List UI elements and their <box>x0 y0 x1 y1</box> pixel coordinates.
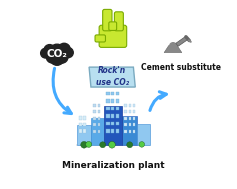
Bar <box>133 104 136 107</box>
Bar <box>124 130 127 133</box>
Bar <box>116 99 119 103</box>
Polygon shape <box>164 46 182 53</box>
Text: Cement substitute: Cement substitute <box>141 63 221 72</box>
Bar <box>116 92 119 95</box>
Bar <box>98 104 100 107</box>
Bar <box>116 122 119 125</box>
FancyBboxPatch shape <box>114 12 123 31</box>
Circle shape <box>169 42 177 50</box>
Circle shape <box>44 45 55 56</box>
Bar <box>93 117 96 120</box>
Bar <box>133 110 136 113</box>
Bar <box>106 114 109 118</box>
Bar <box>129 130 131 133</box>
Bar <box>106 122 109 125</box>
Bar <box>83 129 86 133</box>
Bar <box>122 116 137 145</box>
Bar <box>98 130 100 133</box>
Bar <box>124 117 127 120</box>
Bar <box>98 123 100 126</box>
Polygon shape <box>89 67 135 87</box>
Bar <box>93 104 96 107</box>
Circle shape <box>127 142 133 148</box>
Bar <box>111 114 114 118</box>
Bar <box>111 99 114 103</box>
Bar <box>137 124 150 145</box>
Circle shape <box>63 48 73 58</box>
Circle shape <box>58 43 70 56</box>
Bar <box>116 114 119 118</box>
Circle shape <box>139 142 145 147</box>
Bar <box>129 117 131 120</box>
Bar <box>83 116 86 120</box>
FancyBboxPatch shape <box>109 22 117 30</box>
Bar <box>111 129 114 133</box>
Bar <box>111 122 114 125</box>
Bar <box>111 92 114 95</box>
Bar <box>76 144 150 146</box>
Bar <box>91 118 104 145</box>
FancyBboxPatch shape <box>95 35 105 42</box>
Bar <box>124 104 127 107</box>
Bar <box>79 129 82 133</box>
Bar <box>98 110 100 113</box>
Bar <box>79 116 82 120</box>
Text: CO₂: CO₂ <box>47 49 68 59</box>
Bar <box>93 110 96 113</box>
Polygon shape <box>176 36 188 46</box>
FancyBboxPatch shape <box>99 25 127 47</box>
Text: Mineralization plant: Mineralization plant <box>62 161 164 170</box>
Circle shape <box>50 51 64 65</box>
FancyBboxPatch shape <box>103 9 112 31</box>
Bar <box>124 123 127 126</box>
Bar <box>129 104 131 107</box>
Bar <box>111 107 114 110</box>
Circle shape <box>109 141 115 148</box>
Bar <box>106 92 109 95</box>
Text: Rock'n
use CO₂: Rock'n use CO₂ <box>96 66 129 87</box>
Bar <box>116 129 119 133</box>
Bar <box>79 123 82 126</box>
Bar <box>106 107 109 110</box>
Circle shape <box>55 50 68 63</box>
Circle shape <box>46 51 59 63</box>
Bar <box>124 110 127 113</box>
Bar <box>133 130 136 133</box>
Bar <box>77 125 91 145</box>
Bar <box>129 110 131 113</box>
Bar <box>106 99 109 103</box>
Circle shape <box>41 48 50 58</box>
Bar <box>83 123 86 126</box>
Circle shape <box>100 142 106 148</box>
Bar <box>104 106 122 145</box>
Bar <box>129 123 131 126</box>
Bar <box>133 123 136 126</box>
Circle shape <box>49 44 65 61</box>
Circle shape <box>86 141 92 147</box>
Bar <box>106 129 109 133</box>
Circle shape <box>81 141 87 148</box>
Bar <box>93 123 96 126</box>
Bar <box>98 117 100 120</box>
Bar <box>133 117 136 120</box>
Bar <box>116 107 119 110</box>
Bar <box>93 130 96 133</box>
